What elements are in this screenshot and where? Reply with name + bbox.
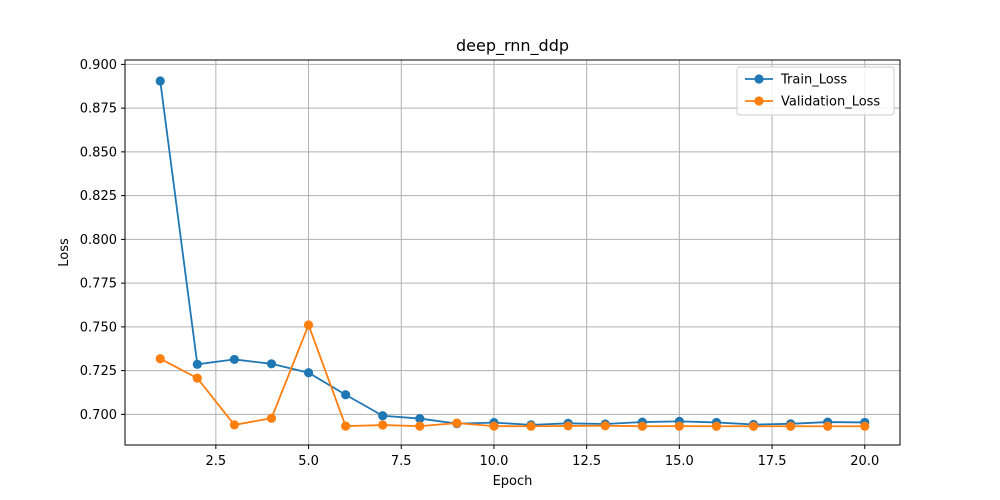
train-loss-point	[378, 411, 388, 421]
x-tick-label: 17.5	[758, 454, 787, 469]
legend-label-train-loss: Train_Loss	[780, 73, 847, 88]
validation-loss-point	[711, 421, 722, 431]
validation-loss-point	[860, 421, 870, 431]
train-loss-point	[266, 359, 277, 369]
chart-title: deep_rnn_ddp	[456, 36, 569, 56]
train-loss-point	[303, 368, 314, 378]
train-loss-point	[229, 354, 239, 365]
validation-loss-point	[600, 421, 610, 431]
x-axis-title: Epoch	[493, 474, 533, 489]
y-tick-label: 0.875	[80, 102, 117, 117]
x-tick-label: 7.5	[391, 454, 412, 469]
legend-marker-validation-loss	[754, 96, 764, 106]
plot-frame	[124, 59, 901, 446]
validation-loss-point	[637, 421, 647, 431]
train-loss-point	[341, 390, 351, 400]
train-loss-point	[415, 413, 425, 424]
legend-box	[736, 66, 895, 116]
y-tick-label: 0.900	[80, 58, 117, 73]
validation-loss-point	[452, 418, 462, 428]
validation-loss-point	[341, 421, 351, 431]
validation-loss-line	[159, 322, 865, 428]
validation-loss-point	[563, 421, 573, 431]
validation-loss-point	[674, 421, 684, 431]
x-tick-label: 15.0	[665, 454, 694, 469]
series-layer	[155, 76, 870, 431]
validation-loss-point	[303, 320, 314, 330]
x-tick-label: 5.0	[298, 454, 319, 469]
y-tick-label: 0.725	[80, 364, 117, 379]
x-tick-label: 20.0	[850, 454, 879, 469]
train-loss-point	[155, 76, 165, 86]
legend-label-validation-loss: Validation_Loss	[781, 95, 880, 110]
y-axis-title: Loss	[57, 238, 72, 267]
y-tick-label: 0.850	[80, 145, 117, 160]
train-loss-point	[192, 359, 202, 369]
train-loss-line	[159, 80, 865, 426]
x-tick-label: 10.0	[479, 454, 508, 469]
y-tick-label: 0.700	[80, 408, 117, 423]
y-tick-label: 0.800	[80, 233, 117, 248]
validation-loss-point	[489, 421, 499, 431]
validation-loss-point	[266, 413, 277, 423]
legend: Train_Loss Validation_Loss	[736, 66, 895, 116]
validation-loss-point	[823, 421, 833, 431]
validation-loss-point	[229, 420, 239, 430]
validation-loss-point	[748, 421, 759, 431]
x-tick-label: 2.5	[206, 454, 227, 469]
y-tick-label: 0.775	[80, 277, 117, 292]
validation-loss-point	[378, 420, 388, 430]
legend-marker-train-loss	[754, 74, 764, 84]
y-axis: 0.700 0.725 0.750 0.775 0.800 0.825 0.850 0.875…	[80, 58, 125, 423]
validation-loss-point	[192, 373, 202, 383]
validation-loss-point	[155, 354, 165, 364]
grid	[125, 60, 900, 445]
validation-loss-point	[526, 421, 536, 431]
x-axis: 2.5 5.0 7.5 10.0 12.5 15.0 17.5 20.0	[206, 445, 879, 469]
validation-loss-point	[786, 421, 796, 431]
y-tick-label: 0.825	[80, 189, 117, 204]
y-tick-label: 0.750	[80, 320, 117, 335]
x-tick-label: 12.5	[572, 454, 601, 469]
validation-loss-point	[415, 421, 425, 431]
